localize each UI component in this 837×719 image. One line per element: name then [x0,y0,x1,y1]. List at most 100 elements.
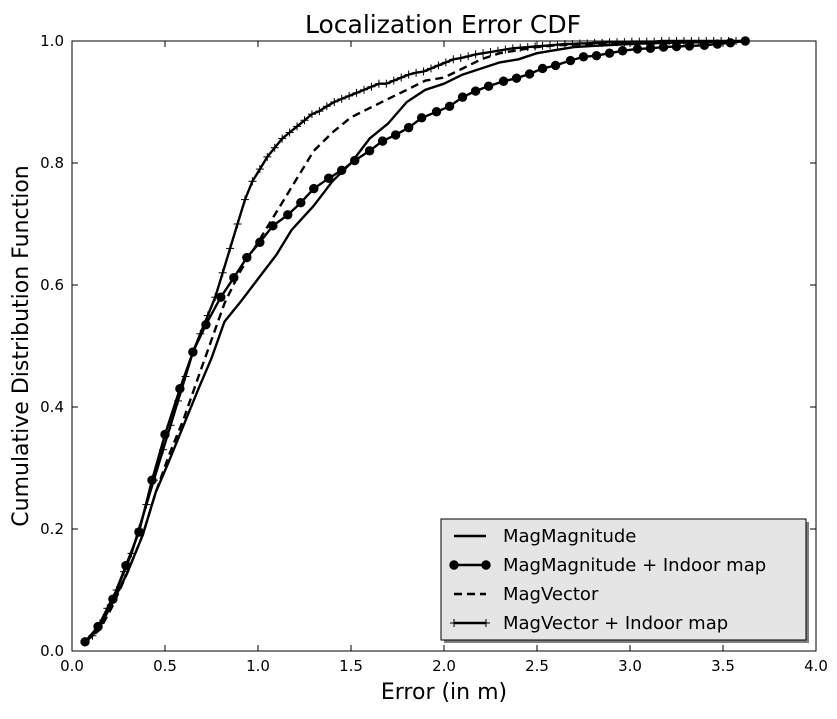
data-point [471,50,480,59]
y-tick-label: 0.8 [40,154,64,172]
data-point [605,38,614,47]
data-point [283,210,293,220]
legend-item: MagVector [454,584,599,605]
data-point [112,586,121,594]
data-point [390,130,401,140]
data-point [323,173,334,183]
legend-label: MagMagnitude + Indoor map [503,555,766,576]
data-point [322,102,331,111]
data-point [120,567,129,576]
data-point [188,348,197,357]
data-point [377,136,388,146]
data-point [578,52,589,62]
data-point [591,50,602,61]
x-tick-label: 0.0 [60,657,84,675]
data-point [658,42,669,52]
data-point [627,37,636,46]
series-2 [84,39,746,643]
legend-label: MagVector + Indoor map [503,613,728,634]
data-point [293,122,302,131]
data-point [95,619,104,628]
data-point [149,476,158,485]
x-tick-label: 2.5 [525,657,549,675]
data-point [493,46,502,55]
data-point [134,525,143,533]
x-axis-title: Error (in m) [381,680,507,705]
data-point [550,60,561,71]
data-point [196,329,205,338]
data-point [352,88,361,97]
series-line [84,39,746,643]
data-point [389,76,398,85]
data-point [508,44,517,53]
data-point [367,82,376,91]
data-point [501,45,510,54]
data-point [511,73,522,83]
data-point [364,146,375,156]
y-axis-ticks: 0.0 0.2 0.4 0.6 0.8 1.0 [40,32,816,660]
data-point [307,110,316,119]
data-point [565,55,576,66]
data-point [397,73,406,82]
data-point [127,549,136,558]
data-point [419,67,428,76]
y-tick-label: 0.6 [40,276,64,294]
legend-marker [450,619,458,627]
data-point [374,79,383,88]
data-point [337,94,346,103]
data-point [617,46,628,56]
data-point [431,107,442,117]
legend-item: MagMagnitude + Indoor map [449,555,766,576]
data-point [612,38,621,47]
data-point [181,372,190,381]
data-point [598,38,607,47]
data-point [538,41,547,50]
data-point [345,91,354,100]
data-point [81,637,90,646]
legend-marker [482,619,490,627]
data-point [218,268,227,277]
data-point [635,37,644,46]
data-point [464,52,473,61]
data-point [382,79,391,88]
data-point [486,47,495,56]
data-point [88,631,97,640]
data-point [524,69,535,79]
data-point [350,155,360,166]
data-point [642,37,651,46]
data-point [174,396,183,405]
data-point [360,85,369,94]
data-point [498,76,509,86]
data-point [255,165,264,174]
x-tick-label: 2.0 [432,657,456,675]
data-point [240,195,249,204]
data-point [444,101,455,111]
data-point [441,58,450,67]
data-point [296,197,306,208]
legend-label: MagVector [503,584,599,605]
data-point [211,293,220,302]
data-point [470,86,481,96]
chart-title: Localization Error CDF [305,10,581,39]
legend-marker [449,560,459,570]
data-point [537,63,548,74]
legend: MagMagnitude MagMagnitude + Indoor map Mag… [440,518,809,643]
data-point [263,152,272,161]
y-tick-label: 0.0 [40,642,64,660]
data-point [278,134,287,143]
data-point [403,122,414,133]
data-point [103,604,112,613]
data-point [516,43,525,52]
data-point [590,38,599,47]
data-point [604,48,615,58]
data-point [479,49,488,58]
data-point [523,43,532,52]
data-point [337,165,347,176]
data-point [159,445,168,454]
data-point [203,311,212,320]
y-axis-title: Cumulative Distribution Function [9,165,34,526]
data-point [270,143,279,152]
x-tick-label: 3.5 [711,657,735,675]
x-axis-ticks: 0.0 0.5 1.0 1.5 2.0 2.5 3.0 3.5 4.0 [60,41,828,675]
